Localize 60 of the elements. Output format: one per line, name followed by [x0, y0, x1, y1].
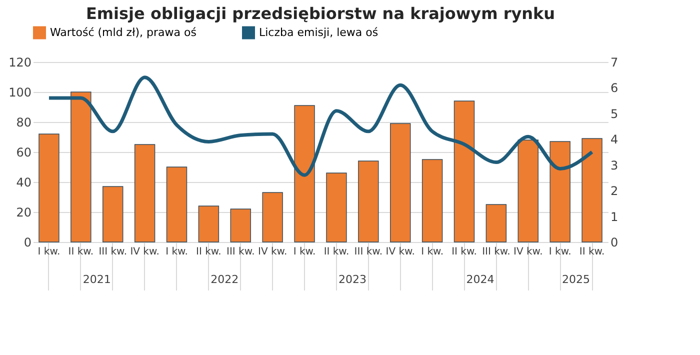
y-tick-label: 40 [16, 176, 32, 190]
bar [134, 144, 156, 242]
x-tick-label: II kw. [579, 246, 605, 258]
x-tick-label: III kw. [226, 246, 255, 258]
text: 2025 [562, 273, 590, 286]
y2-tick-label: 2 [610, 184, 618, 198]
x-tick-label: IV kw. [514, 246, 543, 258]
text: 2022 [210, 273, 239, 286]
y2-tick-label: 1 [610, 210, 618, 224]
text: 2021 [82, 273, 111, 286]
x-tick-label: II kw. [196, 246, 222, 258]
bar [38, 134, 60, 242]
x-tick-label: I kw. [293, 246, 316, 258]
x-tick-label: IV kw. [258, 246, 288, 258]
bar [422, 159, 443, 242]
bar [198, 206, 220, 242]
y2-tick-label: 6 [610, 81, 618, 96]
y-tick-label: 80 [16, 116, 32, 130]
bar [518, 140, 538, 242]
y-tick-label: 0 [24, 236, 32, 250]
y2-tick-label: 0 [610, 236, 618, 250]
bar [166, 166, 188, 242]
x-tick-label: I kw. [421, 246, 444, 258]
x-tick-label: IV kw. [386, 246, 415, 258]
bar [582, 138, 602, 242]
y-tick-label: 60 [16, 146, 32, 160]
line-series [47, 76, 594, 177]
legend-label: Liczba emisji, lewa oś [259, 26, 378, 39]
text: 2024 [466, 273, 494, 286]
y-tick-label: 100 [8, 86, 32, 100]
y2-tick-label: 5 [610, 106, 618, 121]
y2-tick-label: 3 [610, 158, 618, 172]
y-tick-label: 120 [8, 56, 32, 70]
bar [262, 192, 283, 242]
bar [70, 92, 92, 242]
x-tick-label: III kw. [354, 246, 383, 258]
x-tick-label: II kw. [68, 246, 94, 258]
bar [358, 160, 379, 242]
bar [390, 123, 411, 242]
bar [294, 105, 315, 242]
bar [486, 204, 507, 242]
x-tick-label: I kw. [38, 246, 60, 258]
bar [550, 141, 570, 242]
text: 2023 [338, 273, 366, 286]
y-tick-label: 20 [16, 206, 32, 220]
x-tick-label: IV kw. [130, 246, 160, 258]
x-tick-label: I kw. [166, 246, 188, 258]
bar [326, 172, 347, 242]
x-tick-label: III kw. [98, 246, 127, 258]
y2-tick-label: 4 [610, 132, 618, 147]
x-tick-label: II kw. [452, 246, 477, 258]
x-tick-label: III kw. [482, 246, 510, 258]
x-tick-label: I kw. [548, 246, 572, 258]
y2-tick-label: 7 [610, 56, 618, 70]
chart-title: Emisje obligacji przedsiębiorstw na krajowym rynku [86, 4, 556, 23]
bar [102, 186, 124, 242]
bar [230, 208, 251, 242]
bar [454, 100, 475, 242]
legend-label: Wartość (mld zł), prawa oś [50, 26, 197, 39]
x-tick-label: II kw. [324, 246, 350, 258]
